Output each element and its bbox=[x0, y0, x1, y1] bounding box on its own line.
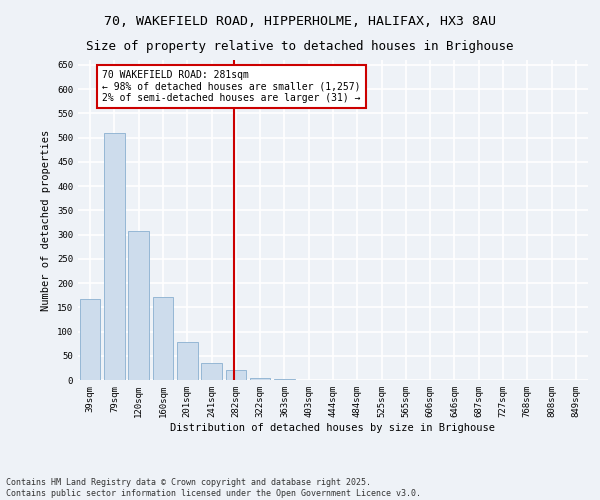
Bar bbox=[177, 342, 197, 380]
X-axis label: Distribution of detached houses by size in Brighouse: Distribution of detached houses by size … bbox=[170, 422, 496, 432]
Bar bbox=[250, 378, 271, 380]
Bar bbox=[152, 296, 173, 380]
Bar bbox=[201, 363, 222, 380]
Bar bbox=[226, 370, 246, 380]
Bar bbox=[128, 231, 149, 380]
Text: Size of property relative to detached houses in Brighouse: Size of property relative to detached ho… bbox=[86, 40, 514, 53]
Y-axis label: Number of detached properties: Number of detached properties bbox=[41, 130, 52, 310]
Text: Contains HM Land Registry data © Crown copyright and database right 2025.
Contai: Contains HM Land Registry data © Crown c… bbox=[6, 478, 421, 498]
Text: 70 WAKEFIELD ROAD: 281sqm
← 98% of detached houses are smaller (1,257)
2% of sem: 70 WAKEFIELD ROAD: 281sqm ← 98% of detac… bbox=[102, 70, 361, 103]
Bar bbox=[104, 132, 125, 380]
Text: 70, WAKEFIELD ROAD, HIPPERHOLME, HALIFAX, HX3 8AU: 70, WAKEFIELD ROAD, HIPPERHOLME, HALIFAX… bbox=[104, 15, 496, 28]
Bar bbox=[80, 298, 100, 380]
Bar bbox=[274, 379, 295, 380]
